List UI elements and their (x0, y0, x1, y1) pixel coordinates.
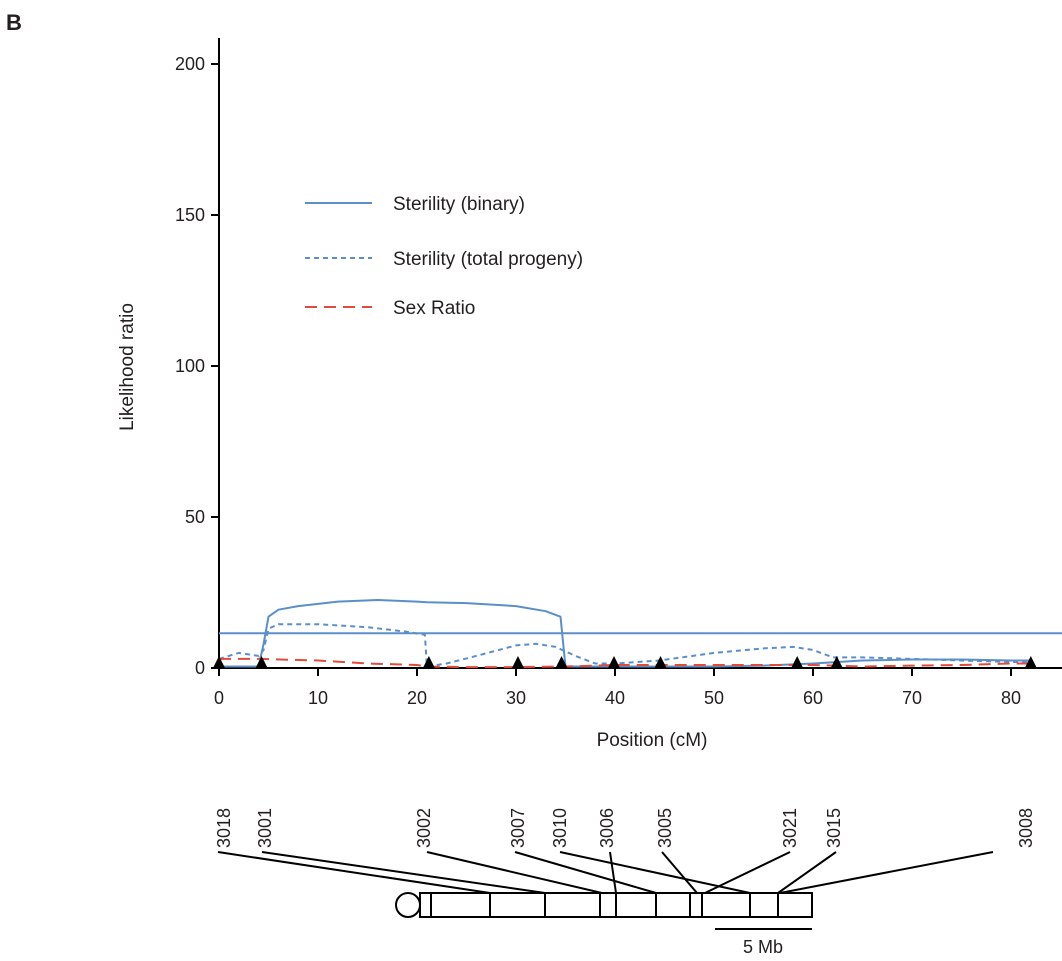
connector-line (426, 851, 603, 894)
x-tick-label: 30 (506, 688, 526, 708)
marker-label: 3007 (508, 808, 528, 848)
series-line-1 (219, 599, 1031, 668)
centromere-circle (395, 892, 421, 918)
y-axis-label: Likelihood ratio (117, 303, 138, 431)
x-tick-label: 0 (214, 688, 224, 708)
marker-triangle (422, 656, 435, 668)
marker-label: 3002 (414, 808, 434, 848)
connector-lines (217, 851, 994, 894)
marker-triangle (555, 656, 568, 668)
marker-label: 3008 (1016, 808, 1036, 848)
connector-line (704, 851, 791, 894)
marker-label: 3001 (255, 808, 275, 848)
marker-label: 3015 (824, 808, 844, 848)
y-tick-label: 100 (175, 356, 205, 376)
marker-triangle (511, 656, 524, 668)
x-tick-label: 60 (803, 688, 823, 708)
x-ticks: 0 10 20 30 40 50 60 70 80 (214, 668, 1021, 708)
marker-label: 3006 (597, 808, 617, 848)
series-lines (218, 599, 1031, 669)
marker-labels: 3018 3001 3002 3007 3010 3006 3005 3021 3015 3008 (214, 808, 1036, 848)
connector-line (217, 851, 491, 894)
y-tick-label: 150 (175, 205, 205, 225)
legend-label: Sterility (total progeny) (393, 249, 583, 270)
marker-label: 3018 (214, 808, 234, 848)
connector-line (609, 851, 617, 894)
marker-triangle (1024, 656, 1037, 668)
marker-triangle (654, 656, 667, 668)
series-line-2 (218, 623, 1031, 668)
marker-triangle (608, 656, 621, 668)
x-tick-label: 50 (704, 688, 724, 708)
marker-label: 3005 (655, 808, 675, 848)
series-line-3 (219, 657, 1031, 669)
legend-label: Sex Ratio (393, 298, 475, 319)
marker-label: 3010 (550, 808, 570, 848)
x-tick-label: 10 (308, 688, 328, 708)
chromosome-dividers (430, 893, 779, 917)
x-axis-label: Position (cM) (597, 730, 708, 751)
marker-label: 3021 (780, 808, 800, 848)
y-tick-label: 200 (175, 54, 205, 74)
connector-line (661, 851, 698, 894)
marker-triangle (255, 656, 268, 668)
marker-triangle (830, 656, 843, 668)
x-tick-label: 70 (902, 688, 922, 708)
connector-line (514, 851, 657, 894)
marker-triangle (791, 656, 804, 668)
scale-bar-label: 5 Mb (743, 937, 783, 957)
connector-line (777, 851, 837, 894)
y-tick-label: 50 (185, 507, 205, 527)
x-tick-label: 20 (407, 688, 427, 708)
panel-label: B (6, 10, 22, 35)
x-tick-label: 40 (605, 688, 625, 708)
legend: Sterility (binary) Sterility (total proge… (305, 194, 583, 319)
marker-triangles (213, 656, 1037, 668)
connector-line (261, 851, 546, 894)
y-tick-label: 0 (195, 658, 205, 678)
marker-triangle (213, 656, 225, 668)
legend-label: Sterility (binary) (393, 194, 525, 215)
connector-line (779, 851, 994, 894)
x-tick-label: 80 (1001, 688, 1021, 708)
y-ticks: 0 50 100 150 200 (175, 54, 219, 678)
